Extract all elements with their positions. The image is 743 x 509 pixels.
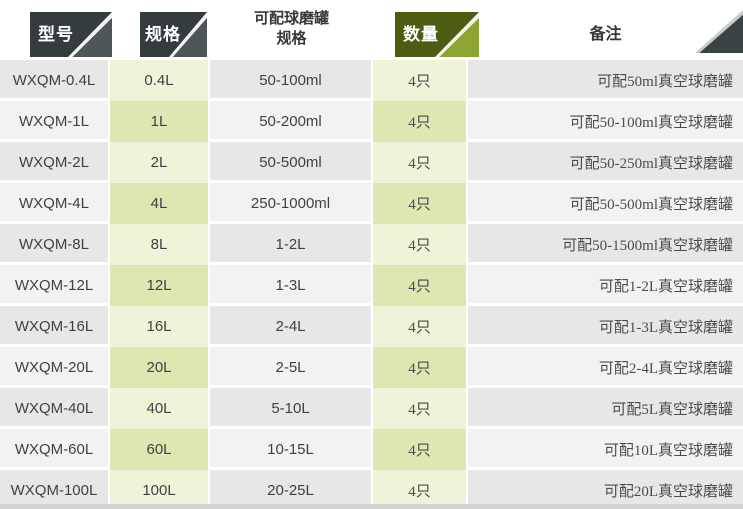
header-label-quantity: 数量	[403, 25, 439, 44]
table-row: WXQM-40L 40L 5-10L 4只 可配5L真空球磨罐	[0, 388, 743, 429]
header-right-corner-triangle-decoration	[695, 10, 743, 53]
cell-quantity: 4只	[373, 306, 468, 347]
cell-remark: 可配10L真空球磨罐	[468, 429, 743, 470]
cell-model: WXQM-16L	[0, 306, 110, 347]
cell-jar-spec: 5-10L	[210, 388, 373, 429]
cell-remark: 可配5L真空球磨罐	[468, 388, 743, 429]
header-label-jar-spec-line2: 规格	[276, 30, 307, 47]
header-tab-spec: 规格	[140, 12, 207, 57]
cell-jar-spec: 2-5L	[210, 347, 373, 388]
cell-remark: 可配50ml真空球磨罐	[468, 60, 743, 101]
cell-spec: 0.4L	[110, 60, 210, 101]
cell-spec: 100L	[110, 470, 210, 509]
cell-quantity: 4只	[373, 265, 468, 306]
cell-model: WXQM-40L	[0, 388, 110, 429]
cell-model: WXQM-8L	[0, 224, 110, 265]
cell-remark: 可配50-500ml真空球磨罐	[468, 183, 743, 224]
cell-remark: 可配50-1500ml真空球磨罐	[468, 224, 743, 265]
table-row: WXQM-0.4L 0.4L 50-100ml 4只 可配50ml真空球磨罐	[0, 60, 743, 101]
cell-model: WXQM-2L	[0, 142, 110, 183]
cell-quantity: 4只	[373, 347, 468, 388]
table-bottom-bar	[0, 504, 743, 509]
cell-quantity: 4只	[373, 142, 468, 183]
cell-jar-spec: 250-1000ml	[210, 183, 373, 224]
header-tab-quantity: 数量	[395, 12, 479, 57]
cell-model: WXQM-12L	[0, 265, 110, 306]
cell-model: WXQM-100L	[0, 470, 110, 509]
table-body: WXQM-0.4L 0.4L 50-100ml 4只 可配50ml真空球磨罐 W…	[0, 60, 743, 509]
cell-spec: 60L	[110, 429, 210, 470]
cell-jar-spec: 50-100ml	[210, 60, 373, 101]
cell-quantity: 4只	[373, 183, 468, 224]
cell-spec: 20L	[110, 347, 210, 388]
cell-quantity: 4只	[373, 388, 468, 429]
cell-model: WXQM-20L	[0, 347, 110, 388]
table-row: WXQM-12L 12L 1-3L 4只 可配1-2L真空球磨罐	[0, 265, 743, 306]
table-row: WXQM-1L 1L 50-200ml 4只 可配50-100ml真空球磨罐	[0, 101, 743, 142]
cell-remark: 可配1-3L真空球磨罐	[468, 306, 743, 347]
cell-remark: 可配50-250ml真空球磨罐	[468, 142, 743, 183]
cell-spec: 16L	[110, 306, 210, 347]
table-row: WXQM-100L 100L 20-25L 4只 可配20L真空球磨罐	[0, 470, 743, 509]
cell-remark: 可配20L真空球磨罐	[468, 470, 743, 509]
header-label-spec: 规格	[145, 25, 181, 44]
cell-quantity: 4只	[373, 101, 468, 142]
cell-jar-spec: 2-4L	[210, 306, 373, 347]
cell-remark: 可配50-100ml真空球磨罐	[468, 101, 743, 142]
header-label-jar-spec-line1: 可配球磨罐	[253, 10, 329, 27]
table-row: WXQM-4L 4L 250-1000ml 4只 可配50-500ml真空球磨罐	[0, 183, 743, 224]
cell-spec: 12L	[110, 265, 210, 306]
cell-quantity: 4只	[373, 60, 468, 101]
cell-spec: 2L	[110, 142, 210, 183]
cell-remark: 可配1-2L真空球磨罐	[468, 265, 743, 306]
table-row: WXQM-16L 16L 2-4L 4只 可配1-3L真空球磨罐	[0, 306, 743, 347]
cell-jar-spec: 50-200ml	[210, 101, 373, 142]
cell-spec: 1L	[110, 101, 210, 142]
header-label-jar-spec: 可配球磨罐 规格	[210, 9, 373, 49]
cell-spec: 4L	[110, 183, 210, 224]
header-tab-model: 型号	[30, 12, 112, 57]
table-row: WXQM-8L 8L 1-2L 4只 可配50-1500ml真空球磨罐	[0, 224, 743, 265]
table-header-row: 型号 规格 可配球磨罐 规格 数量 备注	[0, 0, 743, 60]
cell-spec: 8L	[110, 224, 210, 265]
table-row: WXQM-60L 60L 10-15L 4只 可配10L真空球磨罐	[0, 429, 743, 470]
cell-spec: 40L	[110, 388, 210, 429]
cell-jar-spec: 50-500ml	[210, 142, 373, 183]
cell-quantity: 4只	[373, 224, 468, 265]
cell-jar-spec: 1-2L	[210, 224, 373, 265]
cell-model: WXQM-1L	[0, 101, 110, 142]
cell-jar-spec: 10-15L	[210, 429, 373, 470]
table-row: WXQM-2L 2L 50-500ml 4只 可配50-250ml真空球磨罐	[0, 142, 743, 183]
cell-jar-spec: 1-3L	[210, 265, 373, 306]
header-label-model: 型号	[38, 25, 74, 44]
table-row: WXQM-20L 20L 2-5L 4只 可配2-4L真空球磨罐	[0, 347, 743, 388]
cell-jar-spec: 20-25L	[210, 470, 373, 509]
cell-model: WXQM-60L	[0, 429, 110, 470]
cell-quantity: 4只	[373, 470, 468, 509]
cell-model: WXQM-0.4L	[0, 60, 110, 101]
cell-remark: 可配2-4L真空球磨罐	[468, 347, 743, 388]
header-label-remark: 备注	[589, 26, 622, 43]
cell-quantity: 4只	[373, 429, 468, 470]
cell-model: WXQM-4L	[0, 183, 110, 224]
